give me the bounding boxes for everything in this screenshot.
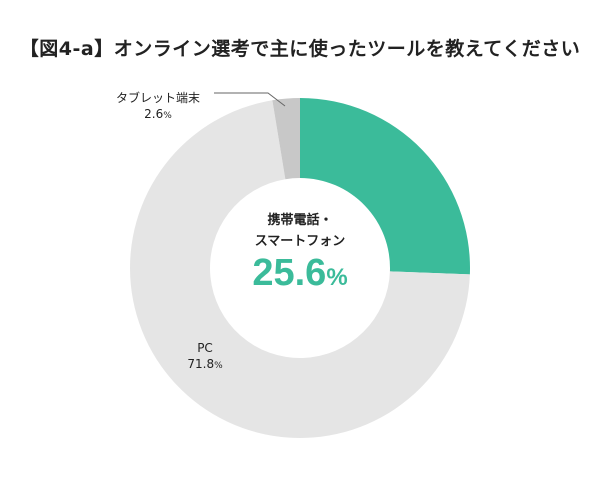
slice-label-pc: PC 71.8% (180, 340, 230, 374)
slice-1 (130, 100, 470, 439)
center-label: 携帯電話・ スマートフォン (230, 210, 370, 252)
slice-value: 2.6% (108, 106, 208, 124)
center-label-line: 携帯電話・ (267, 213, 333, 228)
slice-2 (272, 98, 300, 180)
slice-label-tablet: タブレット端末 2.6% (108, 90, 208, 124)
slice-0 (300, 98, 471, 275)
slice-value-number: 71.8 (187, 357, 215, 371)
slice-name: タブレット端末 (115, 91, 200, 105)
center-value-unit: % (326, 264, 348, 291)
center-value-number: 25.6 (252, 252, 327, 294)
slice-value-unit: % (163, 111, 172, 121)
slice-value-number: 2.6 (144, 107, 164, 121)
slice-value-unit: % (214, 361, 223, 371)
chart-title: 【図4-a】オンライン選考で主に使ったツールを教えてください (19, 38, 581, 60)
tablet-leader-line (214, 92, 286, 107)
slice-name: PC (197, 341, 213, 355)
slice-value: 71.8% (180, 356, 230, 374)
center-label-line: スマートフォン (254, 234, 346, 249)
center-value: 25.6% (200, 252, 400, 295)
